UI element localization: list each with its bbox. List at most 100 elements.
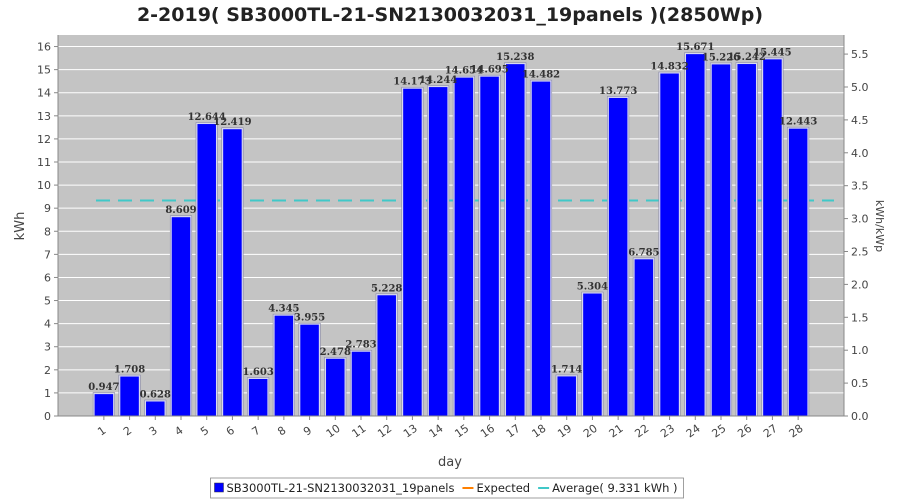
y-tick-label: 11 bbox=[37, 156, 51, 169]
y-tick-label: 10 bbox=[37, 179, 51, 192]
bar bbox=[146, 401, 165, 416]
y-right-tick-label: 2.0 bbox=[851, 278, 869, 291]
bar bbox=[788, 128, 808, 417]
y-tick-label: 13 bbox=[37, 110, 51, 123]
value-label: 15.238 bbox=[496, 52, 534, 63]
y-right-tick-label: 0.0 bbox=[851, 410, 869, 423]
value-label: 1.603 bbox=[242, 367, 273, 378]
bar bbox=[94, 394, 114, 416]
value-label: 14.654 bbox=[445, 66, 483, 77]
value-label: 15.445 bbox=[753, 47, 791, 58]
legend: SB3000TL-21-SN2130032031_19panels Expecte… bbox=[210, 477, 684, 499]
value-label: 1.708 bbox=[114, 365, 145, 376]
value-label: 13.773 bbox=[599, 86, 637, 97]
bar bbox=[171, 217, 191, 416]
bar bbox=[197, 124, 216, 416]
x-tick-label: 13 bbox=[401, 422, 420, 441]
y-tick-label: 5 bbox=[44, 295, 51, 308]
bar bbox=[737, 64, 756, 416]
y-tick-label: 9 bbox=[44, 202, 51, 215]
y-right-tick-label: 3.0 bbox=[851, 213, 869, 226]
x-tick-label: 3 bbox=[147, 424, 160, 439]
legend-swatch bbox=[214, 482, 224, 493]
bar bbox=[377, 295, 396, 416]
bar bbox=[531, 81, 551, 416]
bar bbox=[120, 376, 139, 416]
y-axis-label: kWh bbox=[13, 212, 28, 241]
y-tick-label: 8 bbox=[44, 225, 51, 238]
value-label: 4.345 bbox=[268, 304, 299, 315]
value-label: 15.242 bbox=[728, 52, 766, 63]
bar bbox=[428, 87, 448, 417]
y-tick-label: 6 bbox=[44, 271, 51, 284]
x-tick-label: 1 bbox=[95, 424, 108, 439]
bar bbox=[403, 88, 422, 416]
y-axis-right-label: kWh/kWp bbox=[873, 200, 886, 252]
bar bbox=[454, 77, 474, 416]
x-tick-label: 23 bbox=[658, 422, 677, 441]
value-label: 12.419 bbox=[213, 117, 251, 128]
x-tick-label: 22 bbox=[632, 422, 651, 441]
x-axis-label: day bbox=[438, 455, 462, 470]
x-tick-label: 7 bbox=[250, 424, 263, 439]
y-right-tick-label: 1.0 bbox=[851, 344, 869, 357]
legend-box bbox=[210, 477, 684, 499]
bar bbox=[711, 64, 731, 416]
bar bbox=[763, 59, 782, 417]
x-tick-label: 24 bbox=[684, 422, 703, 441]
x-tick-label: 15 bbox=[452, 422, 471, 441]
bars bbox=[92, 52, 810, 417]
chart-title: 2-2019( SB3000TL-21-SN2130032031_19panel… bbox=[137, 4, 763, 26]
value-label: 12.443 bbox=[779, 117, 817, 128]
y-tick-label: 3 bbox=[44, 341, 51, 354]
x-tick-label: 25 bbox=[710, 422, 729, 441]
value-label: 6.785 bbox=[628, 247, 659, 258]
x-tick-label: 8 bbox=[275, 424, 288, 439]
bar bbox=[583, 293, 602, 416]
value-label: 5.304 bbox=[577, 282, 608, 293]
value-label: 14.244 bbox=[419, 75, 457, 86]
x-tick-label: 21 bbox=[607, 422, 626, 441]
y-right-tick-label: 1.5 bbox=[851, 311, 869, 324]
bar bbox=[248, 378, 268, 416]
x-tick-label: 11 bbox=[350, 422, 369, 441]
x-tick-label: 28 bbox=[787, 422, 806, 441]
value-label: 2.478 bbox=[320, 347, 351, 358]
x-tick-label: 18 bbox=[530, 422, 549, 441]
x-tick-label: 2 bbox=[121, 424, 134, 439]
legend-item-label: Average( 9.331 kWh ) bbox=[552, 481, 677, 495]
bar bbox=[300, 324, 319, 416]
legend-item-label: Expected bbox=[476, 481, 530, 495]
value-label: 15.226 bbox=[702, 52, 740, 63]
x-tick-label: 20 bbox=[581, 422, 600, 441]
y-tick-label: 2 bbox=[44, 364, 51, 377]
y-tick-label: 1 bbox=[44, 387, 51, 400]
x-tick-label: 10 bbox=[324, 422, 343, 441]
value-label: 14.832 bbox=[650, 62, 688, 73]
bar bbox=[223, 129, 242, 416]
value-label: 3.955 bbox=[294, 313, 325, 324]
bar bbox=[274, 315, 294, 416]
value-label: 1.714 bbox=[551, 364, 582, 375]
y-right-tick-label: 4.5 bbox=[851, 114, 869, 127]
x-axis: 1 2 3 4 5 6 7 8 9 10 11 12 13 14 15 16 17 18 19 20 21 22 23 24 2… bbox=[58, 415, 844, 441]
y-tick-label: 7 bbox=[44, 248, 51, 261]
y-right-tick-label: 5.5 bbox=[851, 48, 869, 61]
bar bbox=[480, 76, 499, 417]
y-right-tick-label: 4.0 bbox=[851, 147, 869, 160]
bar bbox=[351, 351, 371, 416]
value-label: 15.671 bbox=[676, 42, 714, 53]
x-tick-label: 6 bbox=[224, 424, 237, 439]
y-tick-label: 16 bbox=[37, 41, 51, 54]
y-right-tick-label: 5.0 bbox=[851, 81, 869, 94]
bar bbox=[326, 358, 345, 416]
y-tick-label: 0 bbox=[44, 410, 51, 423]
x-tick-label: 27 bbox=[761, 422, 780, 441]
y-tick-label: 12 bbox=[37, 133, 51, 146]
x-tick-label: 26 bbox=[735, 422, 754, 441]
x-tick-label: 16 bbox=[478, 422, 497, 441]
x-tick-label: 9 bbox=[301, 424, 314, 439]
value-label: 0.628 bbox=[140, 389, 171, 400]
